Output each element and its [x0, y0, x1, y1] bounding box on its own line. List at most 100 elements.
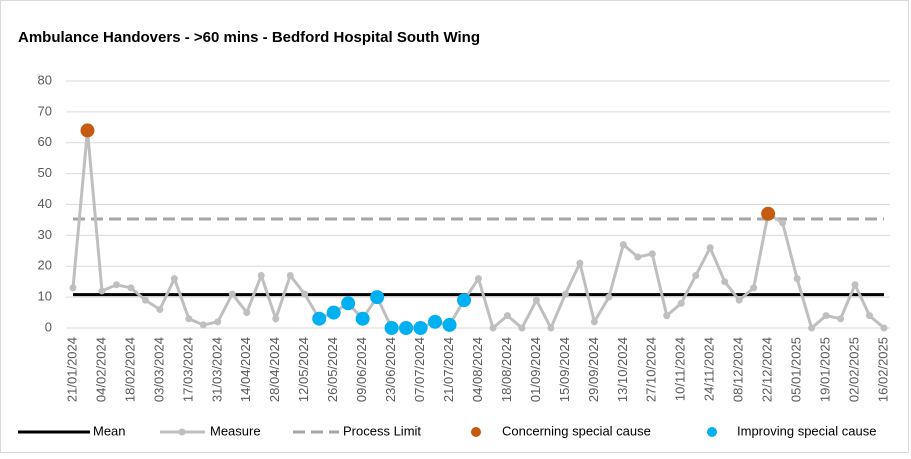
chart-title: Ambulance Handovers - >60 mins - Bedford… [18, 29, 480, 46]
special-cause-point [312, 311, 327, 326]
x-tick-label: 02/02/2025 [846, 337, 861, 402]
measure-point [648, 250, 656, 258]
special-cause-point [355, 311, 370, 326]
measure-point [547, 324, 555, 332]
measure-point [822, 312, 830, 320]
y-tick-label: 50 [38, 165, 52, 180]
measure-point [561, 290, 569, 298]
measure-point [112, 281, 120, 289]
legend-swatch [471, 427, 481, 437]
measure-point [576, 259, 584, 267]
y-tick-label: 60 [38, 134, 52, 149]
legend-label: Measure [210, 423, 261, 438]
measure-point [619, 241, 627, 249]
x-tick-label: 04/02/2024 [93, 337, 108, 402]
special-cause-point [413, 321, 428, 335]
measure-point [851, 281, 859, 289]
measure-point [286, 272, 294, 280]
special-cause-point [442, 317, 457, 332]
measure-point [475, 275, 482, 283]
y-tick-label: 0 [45, 319, 52, 334]
special-cause-point [384, 321, 399, 335]
special-cause-point [457, 293, 472, 308]
measure-point [808, 324, 816, 332]
x-tick-label: 19/01/2025 [818, 337, 833, 402]
special-cause-point [341, 296, 356, 311]
y-tick-label: 70 [38, 103, 52, 118]
x-tick-label: 05/01/2025 [789, 337, 804, 402]
y-tick-label: 40 [38, 196, 52, 211]
x-tick-label: 28/04/2024 [267, 337, 282, 402]
measure-point [590, 318, 598, 326]
measure-point [185, 315, 193, 323]
measure-point [735, 296, 743, 304]
measure-point [214, 318, 222, 326]
special-cause-point [80, 123, 95, 138]
measure-point [605, 293, 613, 301]
y-tick-label: 10 [38, 289, 52, 304]
measure-point [272, 315, 280, 323]
measure-point [706, 244, 714, 252]
y-tick-label: 30 [38, 227, 52, 242]
x-tick-label: 26/05/2024 [325, 337, 340, 402]
x-tick-label: 07/07/2024 [412, 337, 427, 402]
x-tick-label: 12/05/2024 [296, 337, 311, 402]
measure-point [489, 324, 497, 332]
x-tick-label: 21/07/2024 [441, 337, 456, 402]
measure-point [677, 299, 685, 307]
x-tick-label: 29/09/2024 [586, 337, 601, 402]
measure-point [793, 275, 801, 283]
x-tick-label: 03/03/2024 [151, 337, 166, 402]
legend-label: Improving special cause [737, 423, 876, 438]
measure-point [156, 305, 164, 313]
x-tick-label: 18/08/2024 [499, 337, 514, 402]
measure-point [518, 324, 526, 332]
x-tick-label: 18/02/2024 [122, 337, 137, 402]
x-tick-label: 13/10/2024 [615, 337, 630, 402]
measure-point [721, 278, 729, 286]
measure-point [866, 312, 874, 320]
measure-point [170, 275, 178, 283]
x-tick-label: 01/09/2024 [528, 337, 543, 402]
legend-swatch [707, 427, 717, 437]
measure-point [663, 312, 671, 320]
measure-point [779, 219, 787, 227]
x-tick-label: 23/06/2024 [383, 337, 398, 402]
special-cause-point [370, 290, 385, 305]
measure-point [243, 309, 251, 317]
measure-point [257, 272, 265, 280]
x-tick-label: 10/11/2024 [673, 337, 688, 401]
special-cause-point [428, 314, 443, 329]
x-tick-label: 08/12/2024 [731, 337, 746, 402]
measure-point [634, 253, 642, 261]
measure-point [98, 287, 106, 295]
x-tick-label: 27/10/2024 [644, 337, 659, 402]
measure-point [750, 284, 758, 292]
special-cause-point [399, 321, 414, 335]
legend-label: Process Limit [343, 423, 421, 438]
x-tick-label: 15/09/2024 [557, 337, 572, 402]
legend-label: Concerning special cause [502, 423, 651, 438]
y-tick-label: 80 [38, 72, 52, 87]
x-tick-label: 09/06/2024 [354, 337, 369, 402]
measure-point [141, 296, 149, 304]
x-tick-label: 17/03/2024 [180, 337, 195, 402]
measure-point [503, 312, 511, 320]
special-cause-point [761, 206, 776, 221]
measure-point [692, 272, 700, 280]
measure-point [127, 284, 135, 292]
measure-point [228, 290, 236, 298]
measure-point [69, 284, 77, 292]
special-cause-point [326, 305, 341, 320]
measure-point [301, 290, 309, 298]
x-tick-label: 14/04/2024 [238, 337, 253, 402]
measure-point [837, 315, 845, 323]
x-tick-label: 24/11/2024 [702, 337, 717, 401]
measure-point [532, 296, 540, 304]
measure-point [880, 324, 888, 332]
x-tick-label: 16/02/2025 [875, 337, 890, 402]
x-tick-label: 21/01/2024 [64, 337, 79, 402]
legend-label: Mean [93, 423, 126, 438]
